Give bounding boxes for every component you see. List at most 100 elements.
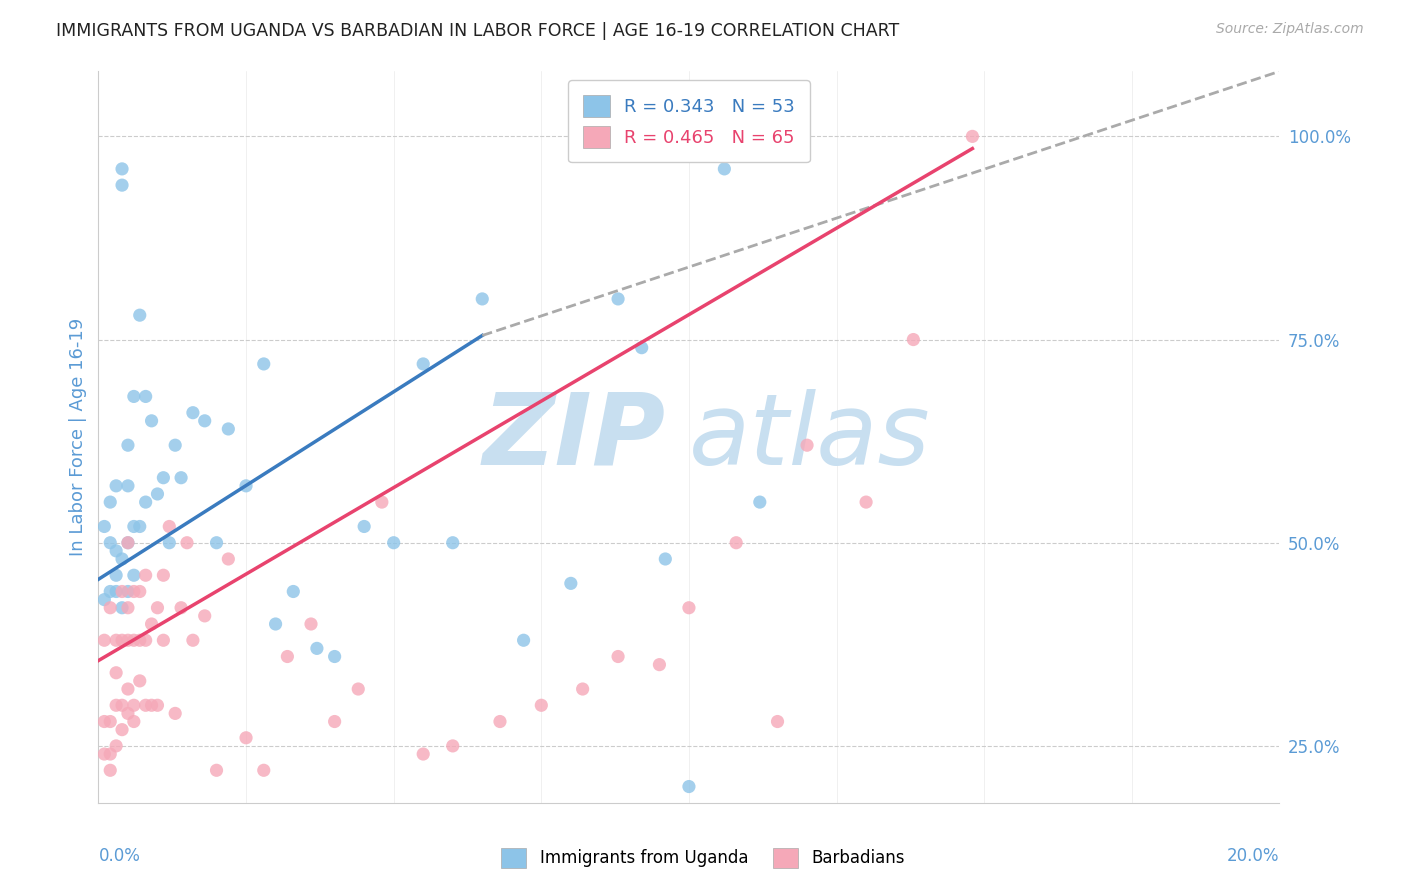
Point [766,714,789,729]
Point [105,739,128,753]
Point [796,438,818,452]
Point [117,600,139,615]
Point [170,600,193,615]
Point [141,414,163,428]
Point [713,161,735,176]
Point [235,479,257,493]
Point [93,519,115,533]
Point [530,698,553,713]
Point [441,535,464,549]
Point [560,576,582,591]
Point [111,723,134,737]
Point [157,535,180,549]
Point [105,568,128,582]
Point [347,681,370,696]
Point [128,519,150,533]
Point [128,673,150,688]
Point [181,406,204,420]
Point [412,747,434,761]
Point [353,519,375,533]
Legend: R = 0.343   N = 53, R = 0.465   N = 65: R = 0.343 N = 53, R = 0.465 N = 65 [568,80,810,162]
Point [299,617,322,632]
Point [382,535,405,549]
Point [135,389,157,403]
Point [235,731,257,745]
Text: IMMIGRANTS FROM UGANDA VS BARBADIAN IN LABOR FORCE | AGE 16-19 CORRELATION CHART: IMMIGRANTS FROM UGANDA VS BARBADIAN IN L… [56,22,900,40]
Point [128,633,150,648]
Point [152,568,174,582]
Point [105,665,128,680]
Point [176,535,198,549]
Text: atlas: atlas [689,389,931,485]
Point [98,584,121,599]
Point [146,487,169,501]
Point [141,617,163,632]
Point [105,544,128,558]
Point [607,649,630,664]
Point [111,698,134,713]
Point [571,681,593,696]
Point [654,552,676,566]
Point [678,600,700,615]
Point [194,414,217,428]
Point [748,495,770,509]
Text: Source: ZipAtlas.com: Source: ZipAtlas.com [1216,22,1364,37]
Point [117,681,139,696]
Y-axis label: In Labor Force | Age 16-19: In Labor Force | Age 16-19 [69,318,87,557]
Point [105,698,128,713]
Point [725,535,748,549]
Point [93,633,115,648]
Legend: Immigrants from Uganda, Barbadians: Immigrants from Uganda, Barbadians [495,841,911,875]
Point [607,292,630,306]
Point [117,479,139,493]
Point [678,780,700,794]
Point [323,714,346,729]
Point [98,495,121,509]
Point [98,764,121,778]
Point [122,714,145,729]
Point [122,584,145,599]
Point [111,584,134,599]
Point [128,584,150,599]
Point [205,535,228,549]
Point [146,600,169,615]
Point [122,389,145,403]
Point [111,178,134,193]
Point [105,584,128,599]
Point [152,633,174,648]
Point [371,495,394,509]
Point [117,633,139,648]
Point [117,438,139,452]
Point [170,471,193,485]
Text: 20.0%: 20.0% [1227,847,1279,864]
Point [105,479,128,493]
Point [117,535,139,549]
Point [135,633,157,648]
Point [253,764,276,778]
Point [146,698,169,713]
Point [135,698,157,713]
Text: 0.0%: 0.0% [98,847,141,864]
Point [111,161,134,176]
Point [122,633,145,648]
Text: ZIP: ZIP [482,389,665,485]
Point [111,600,134,615]
Point [93,714,115,729]
Point [471,292,494,306]
Point [93,592,115,607]
Point [111,633,134,648]
Point [253,357,276,371]
Point [512,633,534,648]
Point [98,714,121,729]
Point [135,568,157,582]
Point [98,600,121,615]
Point [93,747,115,761]
Point [412,357,434,371]
Point [165,706,187,721]
Point [165,438,187,452]
Point [117,584,139,599]
Point [117,706,139,721]
Point [128,308,150,322]
Point [441,739,464,753]
Point [205,764,228,778]
